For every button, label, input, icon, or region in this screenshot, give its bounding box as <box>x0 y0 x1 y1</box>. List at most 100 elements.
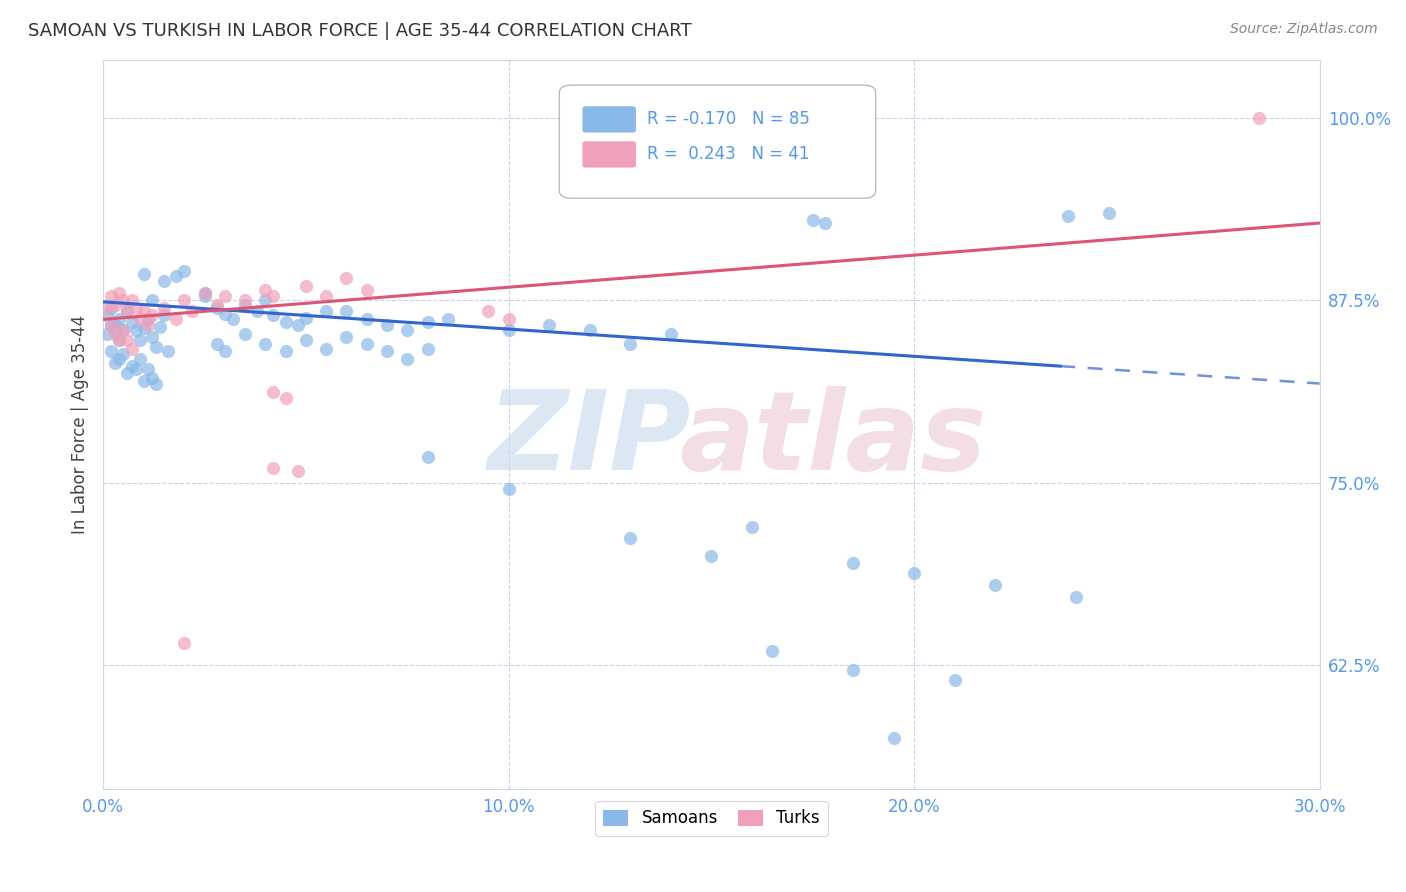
Point <box>124 322 146 336</box>
Point <box>96 326 118 341</box>
Point <box>356 337 378 351</box>
Point <box>121 293 143 308</box>
Point <box>153 274 176 288</box>
Point <box>100 344 122 359</box>
Point <box>375 344 398 359</box>
Point <box>173 636 195 650</box>
Point <box>254 293 277 308</box>
Point <box>112 293 135 308</box>
Point <box>121 342 143 356</box>
Point <box>396 322 419 336</box>
Point <box>1247 111 1270 125</box>
Point <box>136 362 159 376</box>
Point <box>335 330 357 344</box>
Point <box>619 531 641 545</box>
Point <box>112 322 135 336</box>
Point <box>416 315 439 329</box>
Point <box>145 340 167 354</box>
Point <box>254 337 277 351</box>
Point <box>156 344 179 359</box>
Point <box>145 376 167 391</box>
Point <box>124 362 146 376</box>
Point <box>141 293 163 308</box>
Point <box>108 333 131 347</box>
Point <box>214 306 236 320</box>
Point <box>104 326 127 341</box>
Point <box>315 342 337 356</box>
Text: R = -0.170   N = 85: R = -0.170 N = 85 <box>647 111 810 128</box>
Point <box>121 359 143 373</box>
Point <box>128 312 150 326</box>
Point <box>222 312 245 326</box>
Point <box>498 312 520 326</box>
Point <box>104 318 127 333</box>
Point <box>165 312 187 326</box>
Point <box>315 289 337 303</box>
Point <box>801 213 824 227</box>
Point <box>112 347 135 361</box>
Point <box>165 268 187 283</box>
Point <box>141 370 163 384</box>
Text: ZIP: ZIP <box>488 385 692 492</box>
Point <box>356 312 378 326</box>
Point <box>287 318 309 333</box>
Point <box>659 326 682 341</box>
Point <box>121 315 143 329</box>
Text: SAMOAN VS TURKISH IN LABOR FORCE | AGE 35-44 CORRELATION CHART: SAMOAN VS TURKISH IN LABOR FORCE | AGE 3… <box>28 22 692 40</box>
Point <box>1057 209 1080 223</box>
Point <box>136 312 159 326</box>
Point <box>262 385 284 400</box>
Point <box>124 301 146 315</box>
Point <box>128 333 150 347</box>
Point <box>141 308 163 322</box>
Point <box>132 321 155 335</box>
Point <box>193 289 215 303</box>
Point <box>117 333 139 347</box>
Point <box>437 312 460 326</box>
Point <box>943 673 966 687</box>
Point <box>100 301 122 315</box>
Point <box>416 342 439 356</box>
Point <box>117 303 139 318</box>
Point <box>214 289 236 303</box>
Point <box>132 303 155 318</box>
Point <box>295 333 318 347</box>
Point <box>141 330 163 344</box>
Point <box>335 303 357 318</box>
Point <box>104 356 127 370</box>
Point <box>233 298 256 312</box>
Point <box>181 303 204 318</box>
Point <box>193 286 215 301</box>
Point <box>274 391 297 405</box>
Legend: Samoans, Turks: Samoans, Turks <box>595 801 828 836</box>
Point <box>117 303 139 318</box>
Point <box>538 318 561 333</box>
Point <box>153 301 176 315</box>
Point <box>136 318 159 333</box>
FancyBboxPatch shape <box>582 141 636 168</box>
Point <box>262 308 284 322</box>
Point <box>173 293 195 308</box>
Point <box>104 298 127 312</box>
Point <box>246 303 269 318</box>
FancyBboxPatch shape <box>560 85 876 198</box>
Point <box>205 301 228 315</box>
Point <box>104 324 127 338</box>
Point <box>903 566 925 581</box>
Point <box>295 278 318 293</box>
Text: atlas: atlas <box>679 385 987 492</box>
Point <box>149 319 172 334</box>
Text: Source: ZipAtlas.com: Source: ZipAtlas.com <box>1230 22 1378 37</box>
FancyBboxPatch shape <box>582 106 636 133</box>
Point <box>498 482 520 496</box>
Point <box>100 318 122 333</box>
Text: R =  0.243   N = 41: R = 0.243 N = 41 <box>647 145 810 163</box>
Point <box>295 310 318 325</box>
Point <box>108 333 131 347</box>
Point <box>315 303 337 318</box>
Point <box>335 271 357 285</box>
Point <box>274 315 297 329</box>
Point <box>132 374 155 388</box>
Point <box>108 351 131 366</box>
Point <box>814 216 837 230</box>
